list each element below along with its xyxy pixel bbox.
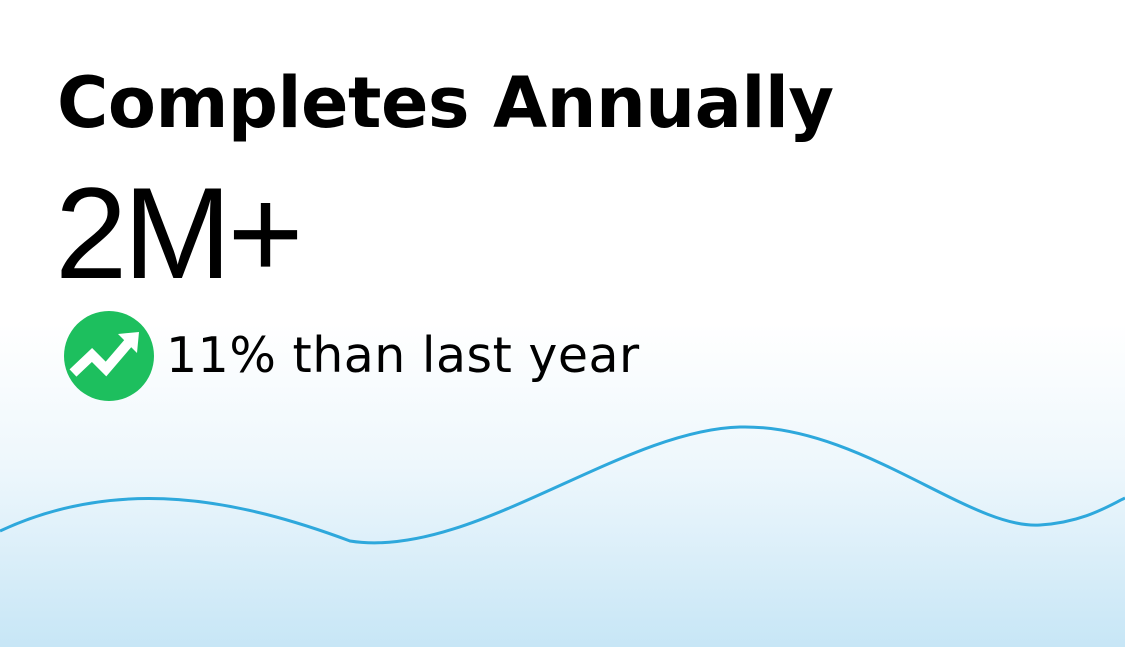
trend-text: 11% than last year xyxy=(166,327,640,384)
trending-up-icon xyxy=(64,311,154,401)
card-title: Completes Annually xyxy=(57,62,834,144)
trend-icon-arrowhead xyxy=(118,332,139,353)
trend-icon-line xyxy=(69,337,134,377)
trend-indicator: 11% than last year xyxy=(64,311,640,401)
trend-icon-circle xyxy=(64,311,154,401)
wave-line xyxy=(0,425,1125,545)
metric-value: 2M+ xyxy=(55,160,304,306)
